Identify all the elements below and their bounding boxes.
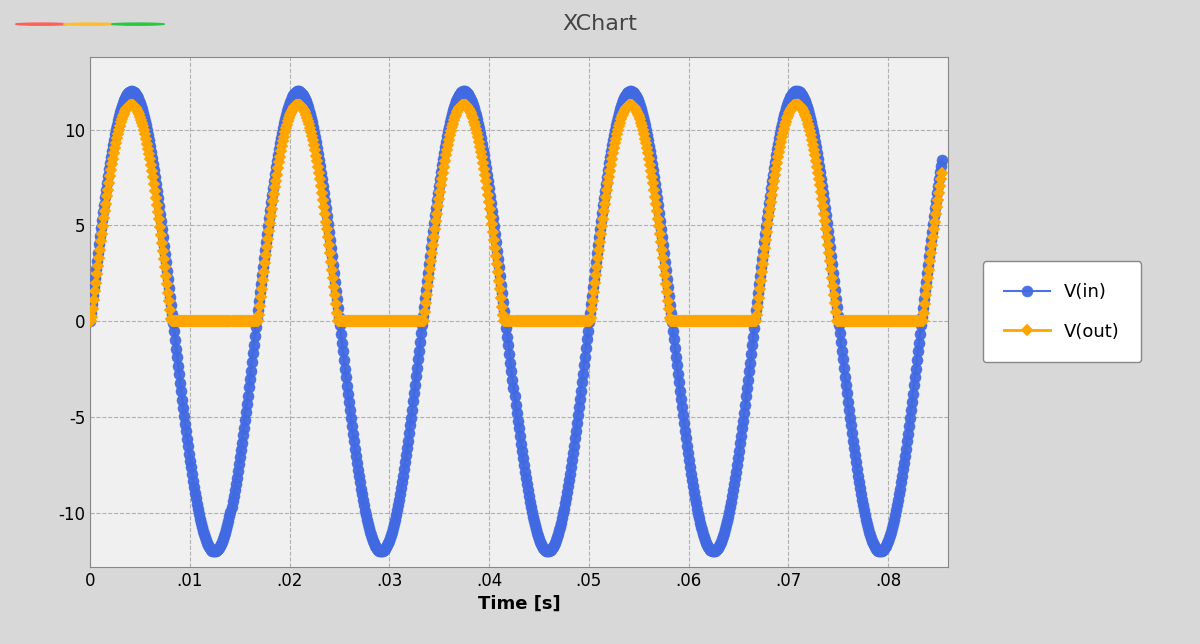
V(out) <box>546 317 560 325</box>
V(out) <box>935 169 949 177</box>
Circle shape <box>112 23 164 25</box>
V(in) <box>176 404 191 412</box>
Text: XChart: XChart <box>563 14 637 34</box>
Line: V(out): V(out) <box>86 100 946 325</box>
Circle shape <box>64 23 116 25</box>
V(out) <box>592 246 606 254</box>
V(out) <box>754 277 768 285</box>
X-axis label: Time [s]: Time [s] <box>478 595 560 613</box>
Legend: V(in), V(out): V(in), V(out) <box>983 261 1141 362</box>
V(in) <box>618 92 632 100</box>
V(in) <box>935 156 949 164</box>
V(in) <box>872 547 887 555</box>
Circle shape <box>16 23 68 25</box>
V(in) <box>592 233 606 241</box>
V(out) <box>290 100 305 108</box>
V(out) <box>176 317 191 325</box>
V(in) <box>546 543 560 551</box>
V(out) <box>930 203 944 211</box>
V(in) <box>931 182 946 190</box>
V(out) <box>618 106 632 113</box>
V(in) <box>83 317 97 325</box>
V(in) <box>754 263 768 271</box>
V(out) <box>83 317 97 325</box>
V(in) <box>290 88 305 95</box>
Line: V(in): V(in) <box>84 86 948 557</box>
